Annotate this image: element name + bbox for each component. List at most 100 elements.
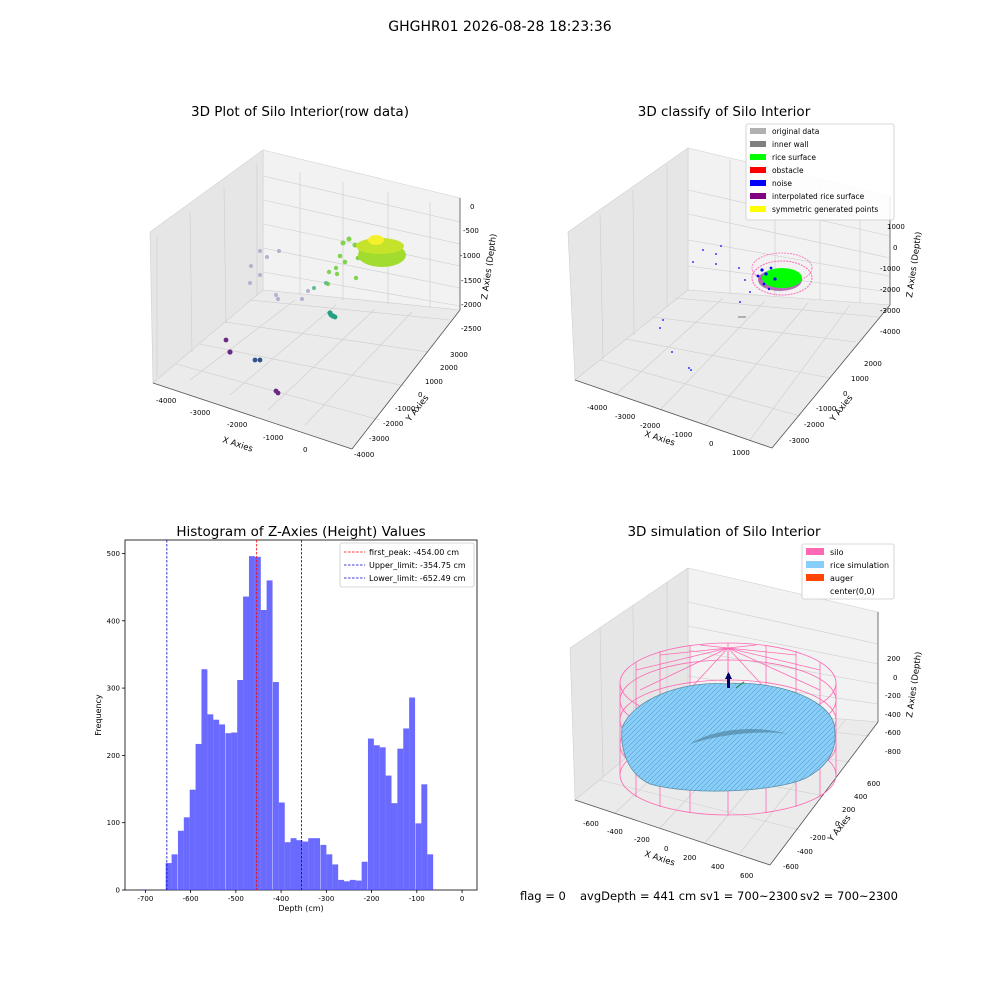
x-tick-label: -500: [228, 895, 244, 903]
histogram-bar: [140, 889, 147, 890]
legend-label: silo: [830, 548, 844, 557]
y-axis-label: Y Axies: [826, 813, 854, 845]
z-axis-label: Z Axies (Depth): [905, 231, 924, 298]
rice-surface: [621, 683, 836, 792]
x-tick-label: -3000: [190, 409, 210, 417]
y-tick-label: 1000: [425, 378, 443, 386]
y-tick-label: 100: [107, 819, 120, 827]
x-tick-label: -600: [583, 820, 599, 828]
histogram-bar: [266, 580, 273, 890]
x-tick-label: -1000: [263, 434, 283, 442]
y-tick-label: -3000: [369, 435, 389, 443]
x-tick-label: 200: [683, 854, 696, 862]
rice-surface-shading: [690, 729, 788, 744]
legend-label: rice simulation: [830, 561, 889, 570]
y-tick-label: 0: [116, 887, 120, 895]
y-tick-label: -2000: [804, 421, 824, 429]
histogram-bar: [349, 879, 356, 890]
histogram-bar: [201, 669, 208, 890]
z-tick-labels: 0 -500 -1000 -1500 -2000 -2500: [460, 203, 481, 333]
x-tick-label: 1000: [732, 449, 750, 457]
histogram-bar: [219, 724, 226, 890]
histogram-bar: [403, 728, 410, 890]
z-tick-label: 0: [893, 674, 897, 682]
histogram-bar: [254, 556, 261, 890]
classified-points: [659, 245, 813, 371]
histogram-bar: [343, 881, 350, 890]
z-tick-label: -400: [885, 711, 901, 719]
y-tick-label: 200: [842, 806, 855, 814]
histogram-bar: [225, 733, 232, 890]
histogram-bar: [195, 743, 202, 890]
y-axis-label: Frequency: [94, 694, 103, 736]
y-tick-label: -1000: [816, 405, 836, 413]
x-tick-label: -600: [183, 895, 199, 903]
histogram-bar: [278, 802, 285, 890]
histogram-bar: [296, 840, 303, 890]
histogram-bar: [231, 732, 238, 890]
legend-label: first_peak: -454.00 cm: [369, 548, 459, 557]
x-tick-label: -200: [364, 895, 380, 903]
y-tick-label: 0: [418, 391, 422, 399]
histogram-bar: [171, 854, 178, 890]
x-tick-labels: -600 -400 -200 0 200 400 600: [583, 820, 753, 880]
chart-title: 3D classify of Silo Interior: [638, 104, 811, 120]
legend-box: [801, 543, 895, 600]
histogram-bar: [427, 854, 434, 890]
histogram-bar: [237, 680, 244, 890]
histogram-bar: [290, 838, 297, 890]
x-axis-label: Depth (cm): [278, 904, 323, 913]
panel-classify-3d: 3D classify of Silo Interior original da…: [567, 104, 924, 457]
histogram-bar: [391, 803, 398, 890]
z-tick-labels: 200 0 -200 -400 -600 -800: [885, 655, 901, 756]
histogram-bar: [409, 697, 416, 890]
x-tick-label: 0: [460, 895, 464, 903]
status-flag: flag = 0: [520, 889, 566, 903]
y-tick-label: 500: [107, 550, 120, 558]
x-tick-labels: -4000 -3000 -2000 -1000 0 1000: [587, 404, 750, 457]
histogram-bar: [243, 596, 250, 890]
histogram-bar: [421, 784, 428, 890]
x-tick-label: -400: [273, 895, 289, 903]
x-tick-label: 0: [303, 446, 307, 454]
z-tick-label: 0: [893, 244, 897, 252]
legend: first_peak: -454.00 cm Upper_limit: -354…: [344, 548, 466, 583]
legend-label: obstacle: [772, 166, 804, 175]
z-tick-label: -2500: [461, 325, 481, 333]
x-tick-label: 600: [740, 872, 753, 880]
axis-edges: [152, 198, 461, 450]
x-tick-label: -300: [318, 895, 334, 903]
x-tick-label: 0: [664, 845, 668, 853]
histogram-bars: [140, 556, 434, 890]
x-tick-label: 400: [711, 863, 724, 871]
x-tick-label: 0: [709, 440, 713, 448]
y-tick-label: -3000: [789, 437, 809, 445]
x-tick-label: -2000: [227, 421, 247, 429]
z-axis-label: Z Axies (Depth): [480, 233, 499, 300]
z-tick-label: -500: [463, 227, 479, 235]
histogram-bar: [308, 838, 315, 890]
panel-raw-3d: 3D Plot of Silo Interior(row data) -4000…: [149, 104, 499, 459]
y-tick-label: 2000: [440, 364, 458, 372]
x-axis-label: X Axies: [643, 849, 676, 868]
legend-label: Upper_limit: -354.75 cm: [369, 561, 466, 570]
legend-label: noise: [772, 179, 792, 188]
chart-title: 3D simulation of Silo Interior: [627, 524, 821, 540]
histogram-bar: [165, 863, 172, 890]
panel-histogram: Histogram of Z-Axies (Height) Values -70…: [94, 524, 478, 913]
legend-box: [339, 542, 475, 588]
reference-lines: [166, 540, 302, 890]
histogram-bar: [177, 830, 184, 890]
legend-label: inner wall: [772, 140, 809, 149]
histogram-bar: [379, 747, 386, 890]
histogram-bar: [189, 789, 196, 890]
x-tick-label: -4000: [156, 397, 176, 405]
y-tick-label: -400: [797, 848, 813, 856]
y-tick-label: -4000: [354, 451, 374, 459]
y-tick-label: 400: [107, 617, 120, 625]
status-sv2: sv2 = 700~2300: [800, 889, 898, 903]
histogram-bar: [332, 864, 339, 890]
histogram-bar: [397, 748, 404, 890]
x-tick-label: -1000: [672, 431, 692, 439]
